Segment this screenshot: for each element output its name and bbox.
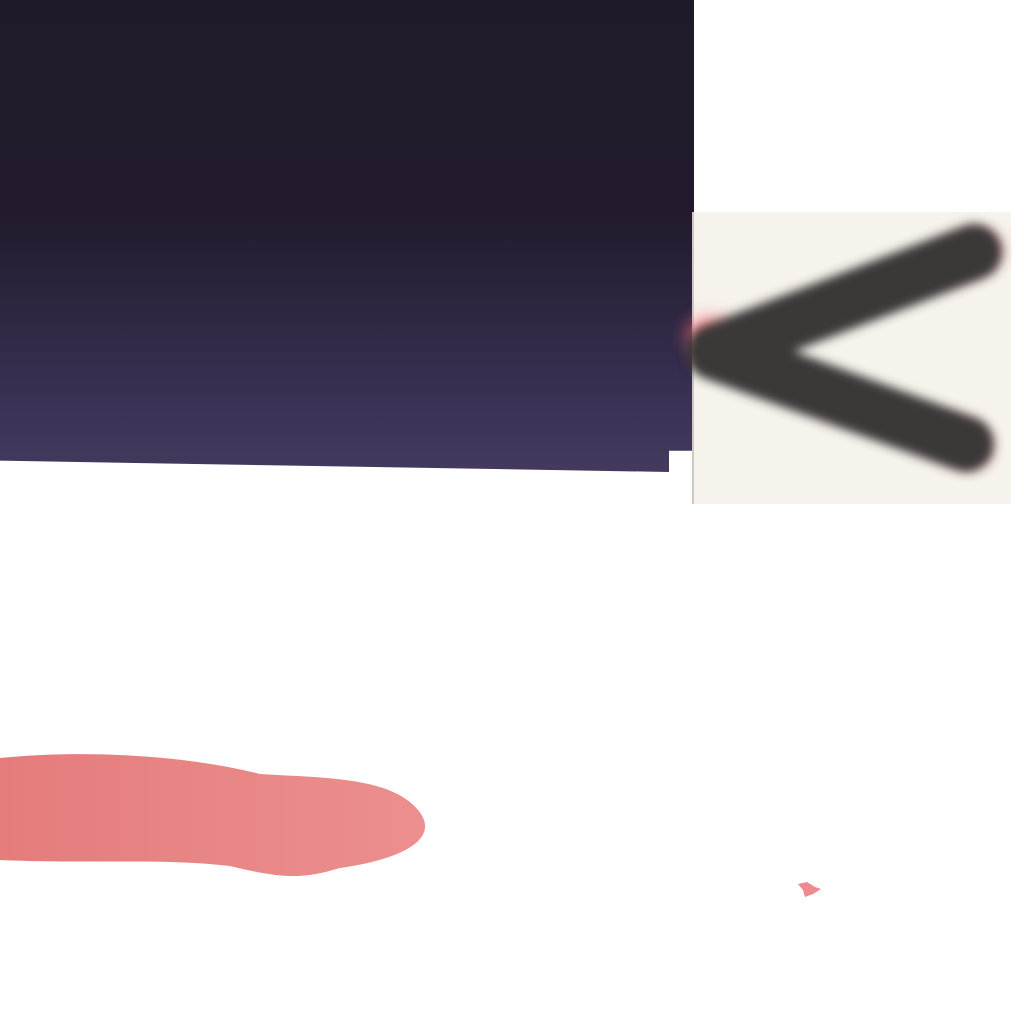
pink-brush-stroke	[0, 754, 426, 877]
back-button[interactable]	[686, 212, 1011, 504]
dark-gradient-panel	[0, 0, 694, 472]
chevron-left-icon	[686, 224, 1002, 472]
pink-speck	[798, 882, 821, 897]
